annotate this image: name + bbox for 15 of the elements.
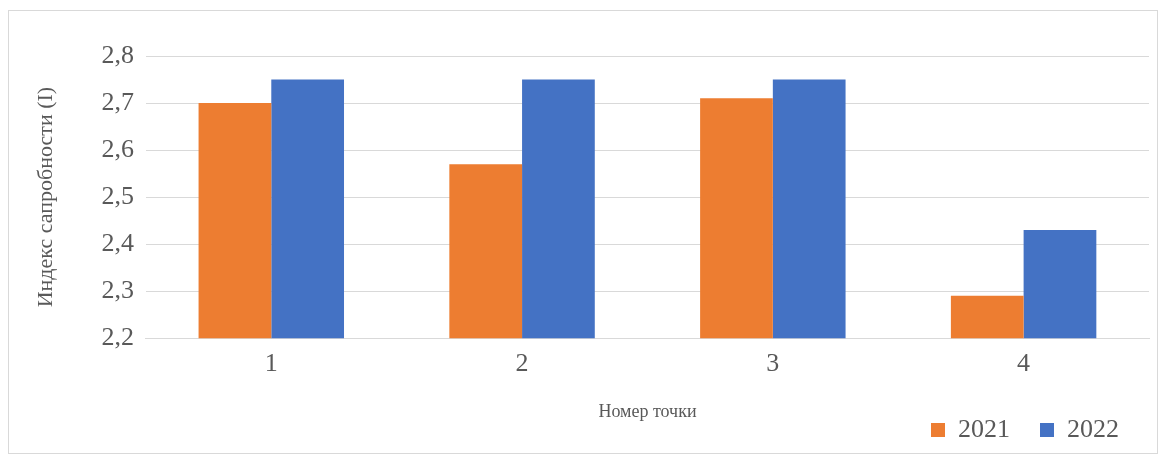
x-tick-label: 3 — [766, 347, 780, 377]
y-tick-label: 2,8 — [101, 39, 134, 69]
y-tick-label: 2,3 — [101, 274, 134, 304]
y-axis-title: Индекс сапробности (I) — [31, 86, 57, 308]
x-tick-label: 2 — [515, 347, 529, 377]
legend-label: 2022 — [1067, 413, 1119, 443]
y-tick-label: 2,2 — [101, 322, 134, 352]
x-tick-label: 1 — [264, 347, 278, 377]
y-tick-label: 2,7 — [101, 86, 134, 116]
x-tick-label: 4 — [1017, 347, 1031, 377]
y-tick-label: 2,4 — [101, 227, 134, 257]
legend-label: 2021 — [958, 413, 1010, 443]
y-tick-label: 2,5 — [101, 180, 134, 210]
y-tick-label: 2,6 — [101, 133, 134, 163]
x-axis-title: Номер точки — [598, 400, 697, 421]
